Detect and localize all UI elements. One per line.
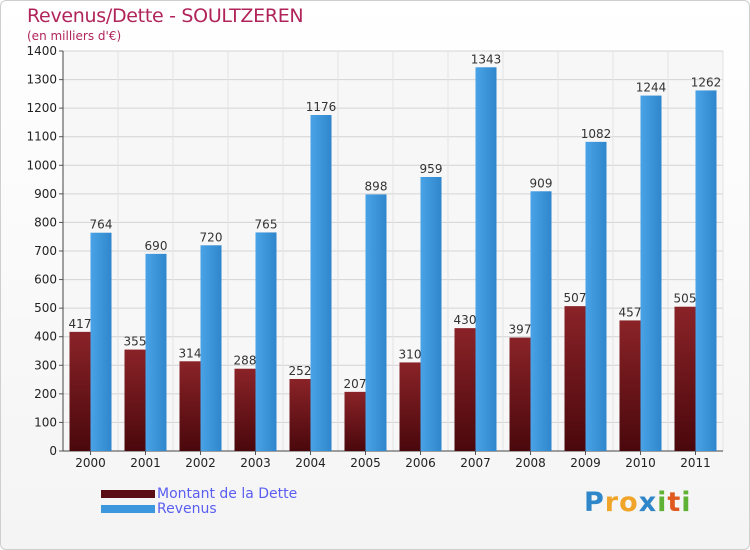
bar-dette <box>509 337 531 451</box>
bar-revenus <box>310 115 332 451</box>
bar-revenus <box>420 177 442 451</box>
logo-letter: o <box>619 487 639 518</box>
proxiti-logo: Proxiti <box>584 487 692 518</box>
data-label-revenus: 764 <box>90 218 113 232</box>
x-tick-label: 2004 <box>295 456 326 470</box>
data-label-revenus: 959 <box>420 162 443 176</box>
legend-swatch-debt <box>101 490 155 498</box>
data-label-dette: 207 <box>344 377 367 391</box>
bar-revenus <box>200 245 222 451</box>
bar-dette <box>289 379 311 451</box>
y-tick-label: 1200 <box>26 101 57 115</box>
x-tick-label: 2005 <box>350 456 381 470</box>
y-tick-label: 1100 <box>26 130 57 144</box>
y-tick-label: 1300 <box>26 73 57 87</box>
y-tick-label: 900 <box>34 187 57 201</box>
y-tick-label: 200 <box>34 387 57 401</box>
data-label-revenus: 720 <box>200 230 223 244</box>
data-label-dette: 397 <box>509 323 532 337</box>
x-tick-label: 2001 <box>130 456 161 470</box>
data-label-dette: 252 <box>289 364 312 378</box>
data-label-revenus: 690 <box>145 239 168 253</box>
bar-dette <box>69 331 91 451</box>
logo-letter: r <box>604 487 620 518</box>
data-label-revenus: 765 <box>255 217 278 231</box>
bar-dette <box>454 328 476 451</box>
y-tick-label: 700 <box>34 244 57 258</box>
data-label-revenus: 898 <box>365 179 388 193</box>
logo-letter: P <box>584 487 605 518</box>
data-label-revenus: 1343 <box>471 52 502 66</box>
bar-dette <box>619 320 641 451</box>
bar-dette <box>399 362 421 451</box>
bar-revenus <box>255 232 277 451</box>
bar-revenus <box>585 141 607 451</box>
x-tick-label: 2011 <box>680 456 711 470</box>
logo-letter: i <box>657 487 668 518</box>
logo-letter: i <box>681 487 692 518</box>
x-tick-label: 2006 <box>405 456 436 470</box>
data-label-revenus: 1244 <box>636 81 667 95</box>
y-tick-label: 500 <box>34 301 57 315</box>
data-label-dette: 310 <box>399 347 422 361</box>
y-tick-label: 0 <box>49 444 57 458</box>
chart-title: Revenus/Dette - SOULTZEREN <box>27 5 304 27</box>
bar-dette <box>179 361 201 451</box>
data-label-dette: 505 <box>674 292 697 306</box>
x-tick-label: 2008 <box>515 456 546 470</box>
y-tick-label: 1000 <box>26 158 57 172</box>
legend-label-revenus: Revenus <box>157 501 217 517</box>
x-tick-label: 2007 <box>460 456 491 470</box>
bar-dette <box>234 368 256 451</box>
x-tick-label: 2002 <box>185 456 216 470</box>
bar-revenus <box>530 191 552 452</box>
data-label-revenus: 1082 <box>581 127 612 141</box>
bar-revenus <box>695 90 717 451</box>
bar-dette <box>564 306 586 451</box>
y-tick-label: 800 <box>34 215 57 229</box>
logo-letter: x <box>638 487 658 518</box>
x-tick-label: 2010 <box>625 456 656 470</box>
y-tick-label: 600 <box>34 273 57 287</box>
data-label-revenus: 1176 <box>306 100 337 114</box>
data-label-revenus: 1262 <box>691 75 722 89</box>
data-label-revenus: 909 <box>530 176 553 190</box>
data-label-dette: 288 <box>234 354 257 368</box>
chart-subtitle: (en milliers d'€) <box>27 29 122 43</box>
x-tick-label: 2000 <box>75 456 106 470</box>
bar-dette <box>124 349 146 451</box>
data-label-dette: 355 <box>124 335 147 349</box>
y-tick-label: 400 <box>34 330 57 344</box>
bar-revenus <box>475 67 497 452</box>
legend-swatch-revenus <box>101 505 155 513</box>
x-tick-label: 2009 <box>570 456 601 470</box>
bar-dette <box>344 391 366 451</box>
bar-revenus <box>145 253 167 451</box>
logo-letter: t <box>667 487 682 518</box>
data-label-dette: 430 <box>454 313 477 327</box>
x-tick-label: 2003 <box>240 456 271 470</box>
data-label-dette: 314 <box>179 346 202 360</box>
bar-revenus <box>365 194 387 451</box>
data-label-dette: 417 <box>69 317 92 331</box>
bar-revenus <box>640 95 662 452</box>
bar-revenus <box>90 232 112 451</box>
data-label-dette: 457 <box>619 305 642 319</box>
y-tick-label: 1400 <box>26 44 57 58</box>
y-tick-label: 100 <box>34 415 57 429</box>
y-tick-label: 300 <box>34 358 57 372</box>
legend-label-debt: Montant de la Dette <box>157 486 298 502</box>
data-label-dette: 507 <box>564 291 587 305</box>
bar-dette <box>674 306 696 451</box>
